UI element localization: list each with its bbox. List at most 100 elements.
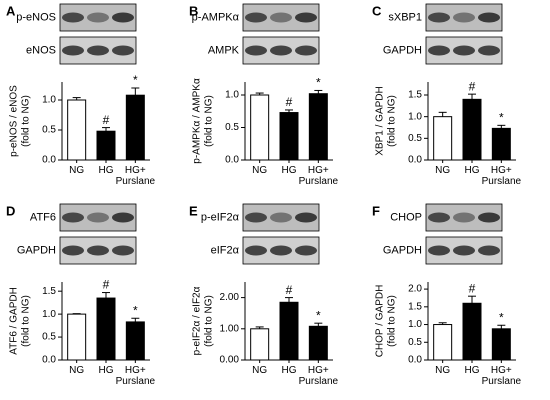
y-tick-label: 0.5 [408, 133, 422, 144]
panel-letter: F [372, 203, 380, 218]
significance-mark: # [469, 281, 476, 295]
y-axis-label: ATF6 / GAPDH [9, 287, 20, 355]
y-axis-label: (fold to NG) [21, 295, 32, 347]
x-tick-label: HG+ Purslane [115, 165, 156, 187]
y-axis-label: CHOP / GAPDH [375, 285, 386, 358]
bar [462, 302, 482, 361]
y-tick-label: 0.5 [408, 337, 422, 348]
significance-mark: # [469, 79, 476, 93]
significance-mark: # [103, 113, 110, 127]
y-tick-label: 0.5 [225, 122, 239, 133]
significance-mark: # [286, 283, 293, 297]
blot-band [112, 12, 134, 23]
blot-band [112, 212, 134, 223]
blot-band [295, 45, 317, 56]
blot-band [62, 12, 84, 23]
x-tick-label-box: NG [435, 365, 451, 376]
panel-letter: C [372, 3, 382, 18]
y-axis-label: (fold to NG) [204, 295, 215, 347]
blot-band [62, 245, 84, 256]
y-axis-label: (fold to NG) [387, 95, 398, 147]
y-axis-label: XBP1 / GAPDH [375, 86, 386, 155]
bar [491, 127, 511, 161]
panel-letter: B [189, 3, 198, 18]
bar [279, 112, 299, 161]
blot-band [112, 45, 134, 56]
bar [462, 98, 482, 161]
x-tick-label: NG [252, 165, 268, 176]
blot-band [428, 212, 450, 223]
blot-band [87, 245, 109, 256]
panel-letter: D [6, 203, 15, 218]
x-tick-label-box: HG [99, 365, 114, 376]
significance-mark: * [316, 76, 321, 90]
bar [433, 324, 453, 361]
x-tick-label-box: NG [252, 365, 267, 376]
blot-label: ATF6 [30, 211, 56, 223]
blot-band [295, 12, 317, 23]
blot-band [453, 45, 475, 56]
significance-mark: * [499, 111, 504, 125]
blot-band [270, 12, 292, 23]
x-tick-label: HG+ Purslane [481, 365, 522, 387]
y-tick-label: 1.0 [408, 319, 422, 330]
blot-label: GAPDH [17, 244, 56, 256]
x-tick-label-box: HG+ Purslane [115, 365, 156, 387]
blot-band [245, 245, 267, 256]
y-axis-label: p-AMPKα / AMPKα [192, 78, 203, 164]
x-tick-label-box: HG+ Purslane [481, 365, 522, 387]
x-tick-label-box: NG [252, 165, 268, 176]
bar [67, 99, 87, 161]
x-tick-label-box: HG+ Purslane [298, 365, 339, 387]
x-tick-label-box: HG [99, 165, 114, 176]
blot-band [62, 45, 84, 56]
y-tick-label: 1.0 [408, 111, 422, 122]
panel-letter: E [189, 203, 198, 218]
x-tick-label: HG+ Purslane [481, 165, 522, 187]
blot-band [428, 45, 450, 56]
y-tick-label: 0.5 [42, 332, 56, 343]
blot-label: p-eIF2α [201, 211, 240, 223]
x-tick-label: NG [435, 365, 451, 376]
bar [125, 321, 145, 361]
y-tick-label: 2.0 [408, 284, 422, 295]
significance-mark: * [499, 310, 504, 324]
x-tick-label: HG+ Purslane [298, 365, 339, 387]
blot-band [245, 45, 267, 56]
significance-mark: * [133, 73, 138, 87]
y-axis-label: (fold to NG) [21, 95, 32, 147]
blot-label: GAPDH [383, 44, 422, 56]
x-tick-label: NG [69, 165, 85, 176]
significance-mark: # [103, 278, 110, 292]
y-tick-label: 0.5 [42, 125, 56, 136]
blot-band [428, 245, 450, 256]
blot-label: AMPK [208, 44, 240, 56]
blot-band [270, 45, 292, 56]
blot-band [478, 245, 500, 256]
blot-band [62, 212, 84, 223]
y-tick-label: 0.0 [408, 355, 422, 366]
blot-band [87, 45, 109, 56]
x-tick-label: HG+ Purslane [115, 365, 156, 387]
y-tick-label: 1.0 [42, 309, 56, 320]
bar [433, 116, 453, 161]
blot-label: p-AMPKα [192, 11, 240, 23]
y-axis-label: (fold to NG) [387, 295, 398, 347]
y-tick-label: 1.00 [220, 323, 240, 334]
x-tick-label-box: HG [282, 365, 297, 376]
blot-band [295, 212, 317, 223]
blot-label: sXBP1 [388, 11, 422, 23]
x-tick-label-box: HG [464, 165, 480, 176]
blot-band [453, 212, 475, 223]
blot-band [453, 12, 475, 23]
x-tick-label: HG [464, 165, 480, 176]
y-tick-label: 0.0 [42, 155, 56, 166]
bar [125, 94, 145, 161]
bar [308, 325, 328, 361]
significance-mark: * [133, 303, 138, 317]
x-tick-label: HG+ Purslane [298, 165, 339, 187]
y-axis-label: (fold to NG) [204, 95, 215, 147]
bar [279, 301, 299, 361]
panel-letter: A [6, 3, 16, 18]
x-tick-label-box: NG [435, 165, 450, 176]
